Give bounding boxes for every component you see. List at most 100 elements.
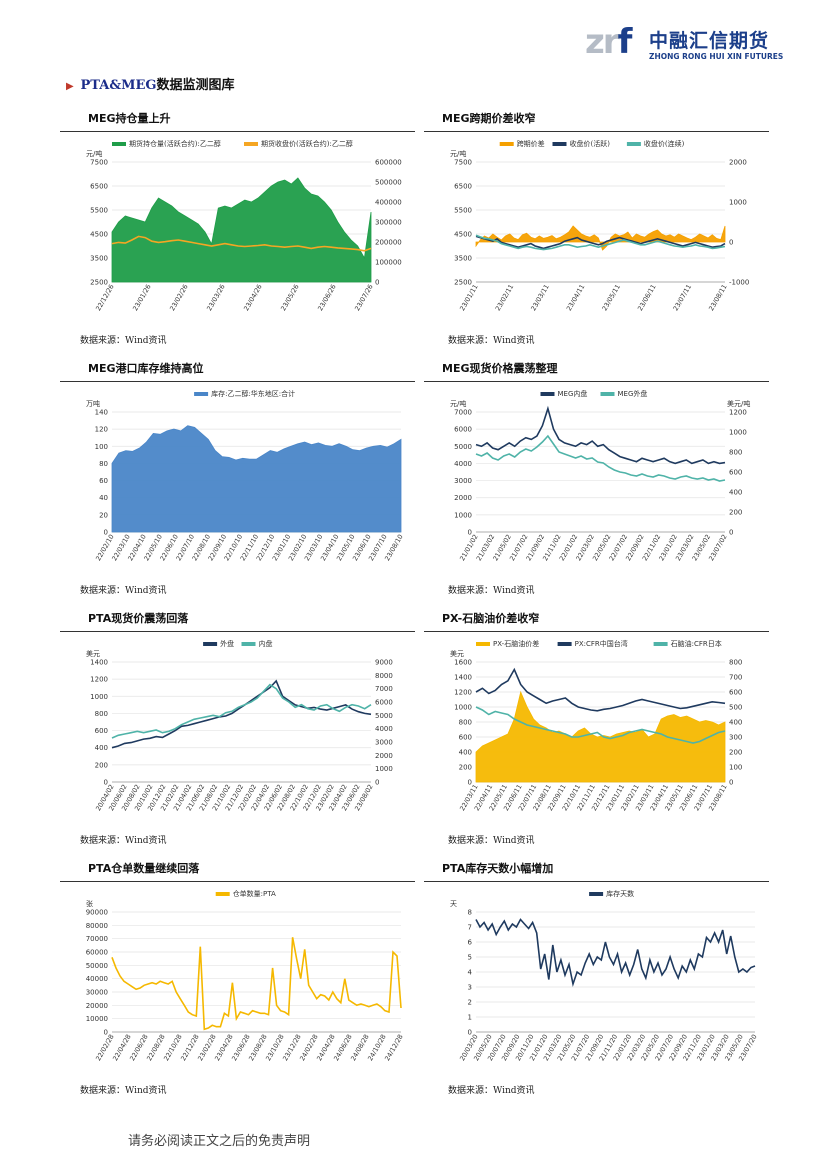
x-tick-label: 22/12/26 (94, 283, 116, 312)
legend-swatch (540, 392, 555, 396)
x-tick-label: 23/03/26 (205, 283, 227, 312)
y-tick-label: 4000 (454, 460, 472, 468)
y2-tick-label: 600000 (375, 159, 402, 167)
legend-label: 库存天数 (606, 889, 634, 898)
series-area (111, 425, 402, 533)
y-tick-label: 200 (95, 761, 108, 769)
chart-svg: 2500 3500 4500 5500 6500 7500 -1000 0 1000 2000 元/… (450, 139, 749, 312)
legend-swatch (194, 392, 209, 396)
section-title-cn: 数据监测图库 (156, 78, 235, 93)
chart-source: 数据来源：Wind资讯 (448, 586, 535, 596)
y-tick-label: 20 (99, 511, 108, 519)
legend-label: 外盘 (220, 639, 234, 648)
legend-label: 仓单数量:PTA (233, 889, 276, 898)
x-tick-label: 23/01/11 (458, 283, 480, 312)
x-tick-label: 23/04/26 (242, 283, 264, 312)
y2-unit-label: 美元/吨 (727, 399, 750, 408)
x-tick-label: 23/07/11 (672, 283, 694, 312)
y2-tick-label: 1000 (729, 429, 747, 437)
y-tick-label: 5500 (90, 207, 108, 215)
chart-pta-warehouse-receipts: 0 10000 20000 30000 40000 50000 60000 70000 8000… (60, 886, 415, 1076)
y2-tick-label: 100000 (375, 259, 402, 267)
section-title: ▶ PTA&MEG数据监测图库 (66, 74, 235, 93)
chart-svg: 0 200 400 600 800 1000 1200 1400 0 1000 2000 3000 40… (86, 639, 393, 812)
divider (60, 631, 415, 632)
chart-svg: 012345678天20/03/2020/05/2020/07/2020/09/… (450, 889, 759, 1062)
y-tick-label: 0 (468, 1029, 472, 1037)
y-tick-label: 2000 (454, 494, 472, 502)
y-unit-label: 万吨 (86, 399, 100, 408)
y-tick-label: 4500 (90, 231, 108, 239)
chart-svg: 2500 3500 4500 5500 6500 7500 0 100000 200000 300… (86, 139, 402, 312)
series-line (475, 235, 726, 250)
x-tick-label: 23/01/26 (131, 283, 153, 312)
legend-label: PX-石脑油价差 (493, 639, 539, 648)
y2-tick-label: 6000 (375, 699, 393, 707)
y-unit-label: 美元 (86, 649, 100, 658)
y-tick-label: 200 (459, 764, 472, 772)
y-tick-label: 7500 (454, 159, 472, 167)
disclaimer-footer: 请务必阅读正文之后的免责声明 (128, 1134, 311, 1149)
legend-label: 内盘 (259, 639, 273, 648)
legend-label: 收盘价(活跃) (570, 139, 611, 148)
y-tick-label: 8 (468, 909, 472, 917)
chart-source: 数据来源：Wind资讯 (448, 336, 535, 346)
logo-english-name: ZHONG RONG HUI XIN FUTURES (649, 52, 784, 61)
y2-tick-label: 500000 (375, 179, 402, 187)
chart-title: MEG港口库存维持高位 (88, 362, 204, 375)
y-unit-label: 天 (450, 900, 457, 908)
series-area (111, 177, 372, 283)
y2-tick-label: 600 (729, 689, 742, 697)
y-tick-label: 100 (95, 443, 108, 451)
legend-swatch (557, 642, 572, 646)
series-line (475, 918, 756, 988)
y-tick-label: 1200 (454, 689, 472, 697)
y2-tick-label: 800 (729, 659, 742, 667)
chart-meg-port-inventory: 0 20 40 60 80 100 120 140 万吨 22/02/10 22/03/10 22/0… (60, 386, 415, 576)
y2-tick-label: 400000 (375, 199, 402, 207)
divider (424, 631, 769, 632)
divider (60, 131, 415, 132)
y2-tick-label: -1000 (729, 279, 749, 287)
series-line (475, 434, 726, 482)
x-tick-label: 23/02/26 (168, 283, 190, 312)
x-tick-label: 23/05/26 (279, 283, 301, 312)
y-tick-label: 40 (99, 494, 108, 502)
y-tick-label: 4500 (454, 231, 472, 239)
y2-tick-label: 7000 (375, 685, 393, 693)
y2-tick-label: 200 (729, 749, 742, 757)
legend-label: 跨期价差 (517, 139, 545, 148)
legend-label: MEG内盘 (558, 389, 588, 398)
y-tick-label: 1400 (454, 674, 472, 682)
chart-source: 数据来源：Wind资讯 (80, 586, 167, 596)
x-tick-label: 23/08/11 (707, 283, 729, 312)
y2-tick-label: 2000 (375, 752, 393, 760)
y-tick-label: 2 (468, 999, 472, 1007)
chart-source: 数据来源：Wind资讯 (80, 836, 167, 846)
x-tick-label: 23/04/11 (565, 283, 587, 312)
legend-label: PX:CFR中国台湾 (575, 639, 628, 648)
y2-tick-label: 1200 (729, 409, 747, 417)
legend-swatch (626, 142, 641, 146)
y-tick-label: 3500 (454, 255, 472, 263)
chart-meg-spot-price: 0 1000 2000 3000 4000 5000 6000 7000 0 200 400 600 8… (424, 386, 769, 576)
chart-title: PX-石脑油价差收窄 (442, 612, 540, 625)
y-tick-label: 60000 (86, 949, 108, 957)
legend-swatch (241, 642, 256, 646)
y-tick-label: 120 (95, 426, 108, 434)
legend-swatch (112, 142, 126, 146)
chart-title: PTA仓单数量继续回落 (88, 862, 200, 875)
series-line (475, 706, 726, 744)
y2-tick-label: 0 (729, 529, 733, 537)
y-tick-label: 800 (459, 719, 472, 727)
y2-tick-label: 0 (729, 239, 733, 247)
y-unit-label: 元/吨 (450, 149, 466, 158)
y-tick-label: 4 (468, 969, 473, 977)
y2-tick-label: 800 (729, 449, 742, 457)
y-tick-label: 1200 (90, 676, 108, 684)
y-unit-label: 张 (86, 899, 93, 908)
y-tick-label: 0 (104, 529, 108, 537)
chart-source: 数据来源：Wind资讯 (448, 1086, 535, 1096)
chart-meg-spread: 2500 3500 4500 5500 6500 7500 -1000 0 1000 2000 元/… (424, 136, 769, 326)
series-area (475, 225, 726, 251)
